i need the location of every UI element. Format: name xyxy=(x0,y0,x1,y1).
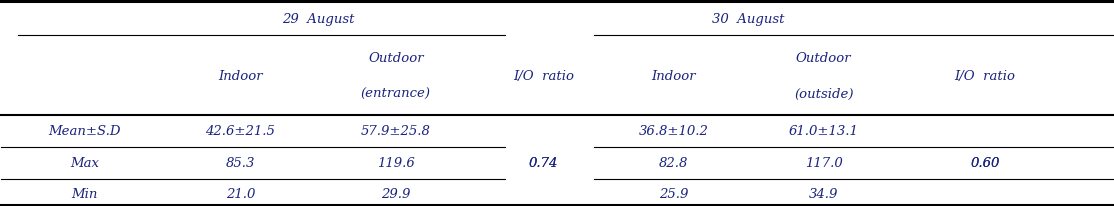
Text: 117.0: 117.0 xyxy=(804,157,842,171)
Text: Outdoor: Outdoor xyxy=(368,52,423,65)
Text: 42.6±21.5: 42.6±21.5 xyxy=(205,125,275,138)
Text: Min: Min xyxy=(71,188,98,201)
Text: 30  August: 30 August xyxy=(713,13,785,26)
Text: 36.8±10.2: 36.8±10.2 xyxy=(638,125,709,138)
Text: 34.9: 34.9 xyxy=(809,188,839,201)
Text: 21.0: 21.0 xyxy=(226,188,255,201)
Text: 0.60: 0.60 xyxy=(970,157,999,171)
Text: Mean±S.D: Mean±S.D xyxy=(49,125,121,138)
Text: 29.9: 29.9 xyxy=(381,188,411,201)
Text: 29  August: 29 August xyxy=(282,13,354,26)
Text: 82.8: 82.8 xyxy=(659,157,688,171)
Text: 0.60: 0.60 xyxy=(970,157,999,171)
Text: Indoor: Indoor xyxy=(218,70,263,83)
Text: I/O  ratio: I/O ratio xyxy=(514,70,574,83)
Text: Indoor: Indoor xyxy=(652,70,696,83)
Text: 0.74: 0.74 xyxy=(529,157,558,171)
Text: (entrance): (entrance) xyxy=(361,88,431,101)
Text: I/O  ratio: I/O ratio xyxy=(955,70,1015,83)
Text: 85.3: 85.3 xyxy=(226,157,255,171)
Text: (outside): (outside) xyxy=(794,88,853,101)
Text: 57.9±25.8: 57.9±25.8 xyxy=(361,125,431,138)
Text: 0.74: 0.74 xyxy=(529,157,558,171)
Text: Max: Max xyxy=(70,157,99,171)
Text: Outdoor: Outdoor xyxy=(795,52,851,65)
Text: 25.9: 25.9 xyxy=(659,188,688,201)
Text: 119.6: 119.6 xyxy=(377,157,414,171)
Text: 61.0±13.1: 61.0±13.1 xyxy=(789,125,859,138)
